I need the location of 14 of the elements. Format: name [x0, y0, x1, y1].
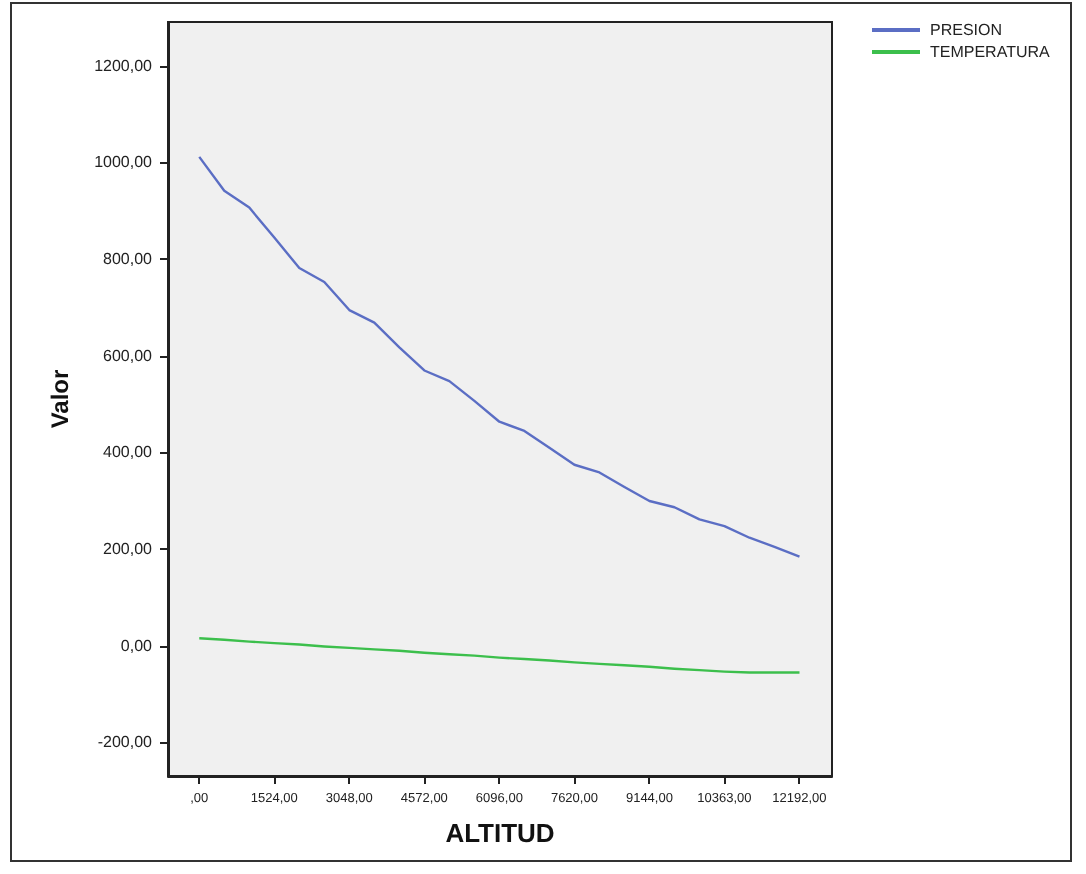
- legend-label: PRESION: [930, 21, 1003, 39]
- x-axis-title: ALTITUD: [445, 818, 555, 848]
- y-tick-label: -200,00: [97, 733, 154, 752]
- y-tick-label: 200,00: [103, 539, 154, 558]
- line-series: [198, 155, 801, 558]
- y-tick-label: 600,00: [103, 346, 154, 365]
- legend-label: TEMPERATURA: [930, 43, 1052, 61]
- y-tick-label: 400,00: [103, 443, 154, 462]
- y-tick-label: 1200,00: [94, 56, 154, 75]
- y-axis-title: Valor: [46, 369, 74, 429]
- y-tick-label: 0,00: [120, 636, 154, 655]
- line-series: [198, 637, 801, 674]
- y-tick-label: 1000,00: [94, 153, 154, 172]
- y-tick-label: 800,00: [103, 249, 154, 268]
